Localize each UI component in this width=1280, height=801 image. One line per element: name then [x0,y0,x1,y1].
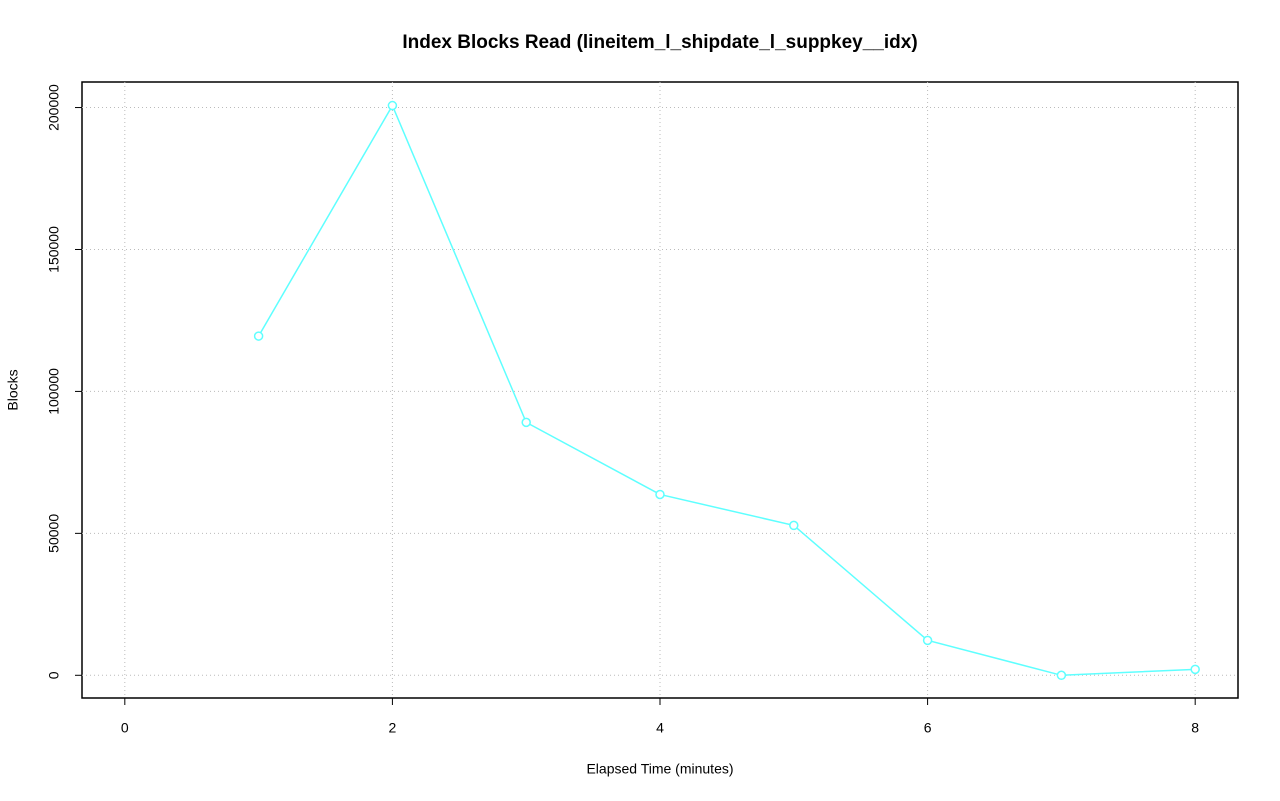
y-tick-label: 50000 [46,514,62,553]
x-tick-label: 2 [389,720,397,736]
y-tick-label: 100000 [46,368,62,415]
x-tick-label: 0 [121,720,129,736]
data-point [922,635,933,646]
x-tick-label: 4 [656,720,664,736]
data-line [257,103,1196,677]
x-axis-label: Elapsed Time (minutes) [586,761,733,777]
y-tick-label: 150000 [46,226,62,273]
data-point [253,331,264,341]
data-point [789,520,799,531]
chart-title: Index Blocks Read (lineitem_l_shipdate_l… [402,32,917,53]
data-point [655,489,665,500]
data-point [1190,664,1200,675]
y-axis-label: Blocks [5,369,21,410]
y-tick-label: 0 [46,671,62,679]
data-point [1056,670,1067,681]
x-tick-label: 6 [924,720,932,736]
x-tick-label: 8 [1191,720,1199,736]
y-tick-label: 200000 [46,84,62,131]
data-point [521,417,531,428]
data-point [387,100,398,111]
